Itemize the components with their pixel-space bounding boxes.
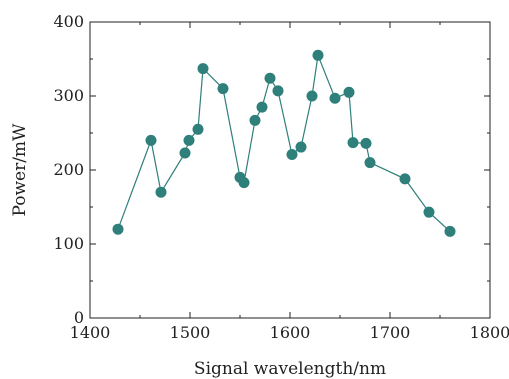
y-tick-labels: 0 100 200 300 400 <box>53 12 84 327</box>
axis-ticks <box>89 21 491 319</box>
data-point <box>238 177 250 189</box>
data-point <box>423 206 435 218</box>
data-point <box>192 123 204 135</box>
data-point <box>343 86 355 98</box>
data-point <box>360 137 372 149</box>
y-axis-title: Power/mW <box>10 123 30 217</box>
x-tick-labels: 1400 1500 1600 1700 1800 <box>70 323 509 342</box>
data-point <box>155 186 167 198</box>
data-point <box>312 49 324 61</box>
data-point <box>444 225 456 237</box>
data-point <box>399 173 411 185</box>
data-point <box>295 141 307 153</box>
y-tick-label: 300 <box>53 86 84 105</box>
data-point <box>347 137 359 149</box>
data-series <box>112 49 456 237</box>
data-point <box>329 92 341 104</box>
plot-frame <box>89 21 491 319</box>
y-tick-label: 0 <box>74 308 84 327</box>
x-tick-label: 1500 <box>170 323 211 342</box>
data-point <box>217 83 229 95</box>
data-point <box>112 223 124 235</box>
data-point <box>364 157 376 169</box>
series-line <box>117 52 451 232</box>
x-tick-label: 1700 <box>370 323 411 342</box>
x-tick-label: 1800 <box>470 323 509 342</box>
x-tick-label: 1400 <box>70 323 111 342</box>
y-tick-label: 400 <box>53 12 84 31</box>
x-tick-label: 1600 <box>270 323 311 342</box>
data-point <box>272 85 284 97</box>
data-point <box>286 148 298 160</box>
data-point <box>197 63 209 75</box>
data-point <box>306 90 318 102</box>
data-point <box>145 134 157 146</box>
data-point <box>256 101 268 113</box>
y-tick-label: 200 <box>53 160 84 179</box>
y-tick-label: 100 <box>53 234 84 253</box>
x-axis-title: Signal wavelength/nm <box>194 359 386 379</box>
data-point <box>183 134 195 146</box>
data-point <box>179 147 191 159</box>
data-point <box>249 114 261 126</box>
data-point <box>264 72 276 84</box>
